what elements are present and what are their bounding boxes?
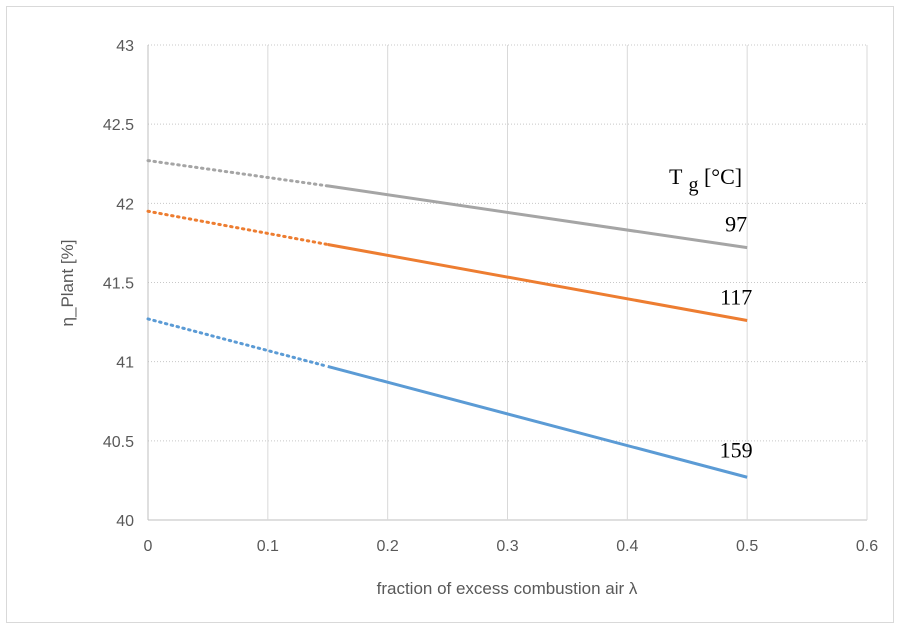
y-tick-labels: 40 40.5 41 41.5 42 42.5 43 [103,38,134,530]
x-tick-label: 0.2 [377,538,399,555]
y-tick-label: 41 [116,355,134,372]
x-tick-label: 0.1 [257,538,279,555]
series-117-extrapolated-line [146,209,330,246]
legend-title-sub: g [688,174,698,196]
series-159-line [327,364,748,479]
x-axis-title: fraction of excess combustion air λ [377,579,638,598]
x-tick-label: 0.3 [496,538,518,555]
series-117 [146,209,748,322]
x-tick-label: 0.4 [616,538,638,555]
series-117-line [327,243,748,322]
x-tick-labels: 0 0.1 0.2 0.3 0.4 0.5 0.6 [144,538,879,555]
x-tick-label: 0.6 [856,538,878,555]
x-tick-label: 0 [144,538,153,555]
series-159 [146,317,748,479]
y-tick-label: 41.5 [103,276,134,293]
series-label-159: 159 [720,437,753,462]
series-label-97: 97 [725,212,747,237]
x-tick-label: 0.5 [736,538,758,555]
y-tick-label: 40 [116,513,134,530]
series-97-extrapolated-line [146,159,330,188]
series-97 [146,159,748,250]
series-layer [146,159,748,479]
series-labels: 97 117 159 [720,212,753,463]
y-tick-label: 42 [116,196,134,213]
series-97-line [327,184,748,250]
y-tick-label: 43 [116,38,134,55]
series-label-117: 117 [720,285,752,310]
legend-title-main: T [669,164,683,189]
grid-lines [147,44,868,521]
y-tick-label: 40.5 [103,434,134,451]
y-tick-label: 42.5 [103,117,134,134]
legend-title-unit: [°C] [698,164,742,189]
y-axis-title: η_Plant [%] [58,240,77,327]
series-159-extrapolated-line [146,317,330,368]
